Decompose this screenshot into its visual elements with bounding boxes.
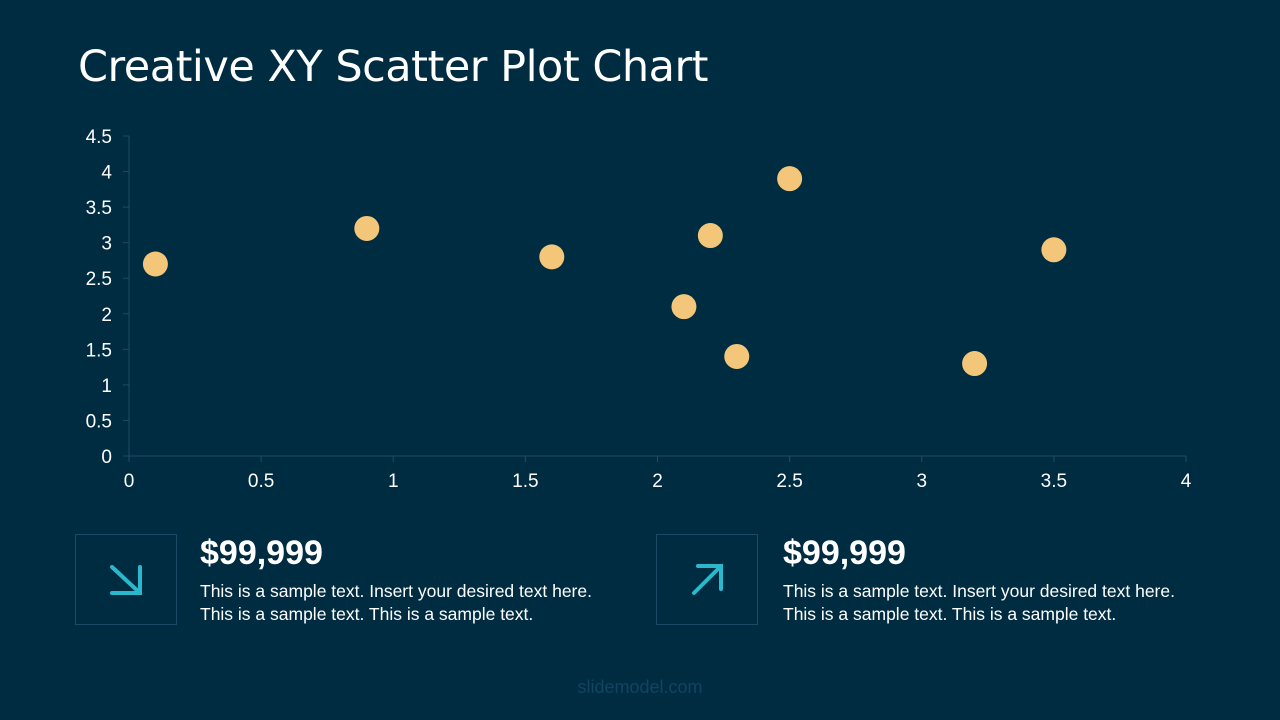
y-tick-label: 0 xyxy=(101,447,112,468)
data-point xyxy=(354,215,380,241)
y-tick-label: 2 xyxy=(101,305,112,326)
description-line: This is a sample text. Insert your desir… xyxy=(783,581,1175,601)
icon-box xyxy=(75,534,177,625)
data-point xyxy=(671,294,697,320)
data-point xyxy=(539,244,565,270)
slide-title: Creative XY Scatter Plot Chart xyxy=(78,42,709,92)
y-tick-label: 4 xyxy=(101,163,112,184)
x-tick-label: 1.5 xyxy=(512,471,538,492)
y-tick-label: 2.5 xyxy=(86,269,112,290)
y-tick-label: 3.5 xyxy=(86,198,112,219)
stat-value: $99,999 xyxy=(200,534,323,572)
y-tick-label: 0.5 xyxy=(86,411,112,432)
icon-box xyxy=(656,534,758,625)
stat-description: This is a sample text. Insert your desir… xyxy=(783,580,1175,626)
x-tick-label: 3 xyxy=(916,471,927,492)
stat-description: This is a sample text. Insert your desir… xyxy=(200,580,592,626)
description-line: This is a sample text. This is a sample … xyxy=(783,604,1117,624)
watermark: slidemodel.com xyxy=(577,677,703,697)
x-tick-label: 0.5 xyxy=(248,471,274,492)
stat-value: $99,999 xyxy=(783,534,906,572)
data-point xyxy=(962,351,988,377)
x-tick-label: 2 xyxy=(652,471,663,492)
data-point xyxy=(724,343,750,369)
x-tick-label: 4 xyxy=(1181,471,1192,492)
x-tick-label: 3.5 xyxy=(1041,471,1067,492)
scatter-chart: 0 0.5 1 1.5 2 2.5 3 3.5 4 0 0.5 1 1.5 2 2.5 3 3.5 4 4.5 xyxy=(86,127,1192,492)
x-tick-label: 1 xyxy=(388,471,399,492)
x-tick-label: 2.5 xyxy=(776,471,802,492)
y-tick-label: 3 xyxy=(101,234,112,255)
data-point xyxy=(777,166,803,192)
arrow-down-right-icon xyxy=(110,565,142,595)
x-tick-label: 0 xyxy=(124,471,135,492)
data-point xyxy=(142,251,168,277)
arrow-up-right-icon xyxy=(692,564,723,595)
y-tick-label: 1.5 xyxy=(86,340,112,361)
description-line: This is a sample text. This is a sample … xyxy=(200,604,534,624)
data-point xyxy=(1041,237,1067,263)
y-tick-label: 4.5 xyxy=(86,127,112,148)
data-point xyxy=(697,223,723,249)
y-tick-label: 1 xyxy=(101,376,112,397)
description-line: This is a sample text. Insert your desir… xyxy=(200,581,592,601)
